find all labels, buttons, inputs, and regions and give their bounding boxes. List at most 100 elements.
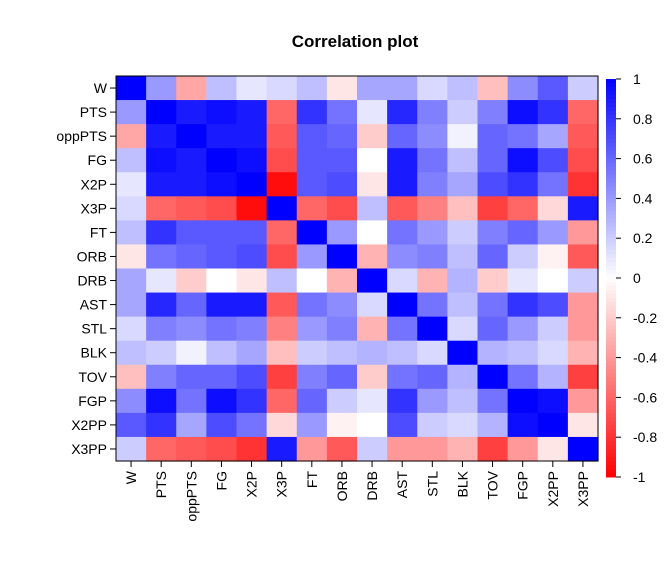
colorbar-segment: [606, 270, 616, 275]
heatmap-cell-FG-BLK: [447, 148, 479, 173]
heatmap-cell-oppPTS-BLK: [447, 124, 479, 149]
heatmap-cell-X3P-STL: [417, 196, 448, 221]
heatmap-cell-FT-X2P: [236, 220, 268, 246]
heatmap-cell-TOV-TOV: [477, 364, 509, 390]
heatmap-cell-BLK-PTS: [146, 340, 177, 366]
heatmap-cell-ORB-FT: [296, 244, 328, 270]
heatmap-cell-X2P-BLK: [447, 172, 479, 197]
colorbar-tick-label: 0.8: [633, 111, 653, 127]
heatmap-cell-FGP-DRB: [357, 388, 388, 414]
heatmap-cell-BLK-W: [116, 340, 147, 366]
heatmap-cell-STL-W: [116, 316, 147, 342]
heatmap-cell-AST-X3P: [266, 292, 298, 318]
heatmap-cell-W-ORB: [326, 76, 358, 101]
heatmap-cell-X2PP-X3PP: [567, 412, 599, 438]
heatmap-cell-DRB-oppPTS: [176, 268, 207, 294]
y-axis: W PTS oppPTS FG X2P X3P FT ORB DRB AST STL BLK TOV FG…: [56, 80, 116, 457]
heatmap-cell-W-FGP: [507, 76, 539, 101]
heatmap-cell-FGP-X3PP: [567, 388, 599, 414]
heatmap-cell-FT-BLK: [447, 220, 479, 246]
heatmap-cell-X2P-X2P: [236, 172, 268, 197]
colorbar-segment: [606, 114, 616, 120]
heatmap-cell-ORB-W: [116, 244, 147, 270]
y-tick-label: X3PP: [71, 441, 107, 457]
colorbar-segment: [606, 154, 616, 160]
heatmap-cell-BLK-STL: [417, 340, 448, 366]
heatmap-cell-FT-W: [116, 220, 147, 246]
heatmap-cell-BLK-ORB: [326, 340, 358, 366]
colorbar-segment: [606, 218, 616, 223]
heatmap-cell-DRB-PTS: [146, 268, 177, 294]
heatmap-cell-X3P-X2P: [236, 196, 268, 221]
heatmap-cell-DRB-DRB: [357, 268, 388, 294]
heatmap-cell-W-X3PP: [567, 76, 599, 101]
heatmap-cell-X2PP-FT: [296, 412, 328, 438]
x-tick-label: X2P: [244, 471, 260, 497]
y-tick-label: PTS: [80, 104, 107, 120]
heatmap-cell-PTS-ORB: [326, 100, 358, 125]
heatmap-cell-ORB-X2PP: [537, 244, 569, 270]
heatmap-cell-X2PP-PTS: [146, 412, 177, 438]
heatmap-cell-PTS-STL: [417, 100, 448, 125]
colorbar-segment: [606, 234, 616, 239]
heatmap-cell-PTS-FT: [296, 100, 328, 125]
heatmap-cell-STL-X2P: [236, 316, 268, 342]
heatmap-cell-FG-FT: [296, 148, 328, 173]
heatmap-cell-X3PP-AST: [387, 436, 418, 462]
colorbar-segment: [606, 473, 616, 478]
heatmap-cell-ORB-DRB: [357, 244, 388, 270]
heatmap-cell-X3PP-FGP: [507, 436, 539, 462]
heatmap-cell-TOV-BLK: [447, 364, 479, 390]
x-tick-label: X2PP: [545, 471, 561, 507]
colorbar-segment: [606, 333, 616, 339]
heatmap-cell-FT-PTS: [146, 220, 177, 246]
heatmap-cell-PTS-X2P: [236, 100, 268, 125]
heatmap-cell-AST-FT: [296, 292, 328, 318]
colorbar-segment: [606, 281, 616, 287]
heatmap-cell-STL-ORB: [326, 316, 358, 342]
colorbar-segment: [606, 262, 616, 267]
heatmap-cell-oppPTS-STL: [417, 124, 448, 149]
heatmap-cell-FG-TOV: [477, 148, 509, 173]
x-tick-label: TOV: [485, 470, 501, 499]
x-tick-label: W: [123, 470, 139, 484]
heatmap-cell-FG-PTS: [146, 148, 177, 173]
colorbar-segment: [606, 94, 616, 100]
heatmap-cell-PTS-AST: [387, 100, 418, 125]
heatmap-cell-W-W: [116, 76, 147, 101]
heatmap-cell-AST-X2P: [236, 292, 268, 318]
heatmap-cell-BLK-X2P: [236, 340, 268, 366]
chart-title: Correlation plot: [292, 32, 419, 51]
heatmap-cell-FGP-BLK: [447, 388, 479, 414]
heatmap-cell-X3PP-ORB: [326, 436, 358, 462]
colorbar-segment: [606, 146, 616, 152]
colorbar-segment: [606, 377, 616, 382]
colorbar-segment: [606, 293, 616, 299]
colorbar-segment: [606, 381, 616, 386]
colorbar-segment: [606, 214, 616, 219]
colorbar-segment: [606, 202, 616, 207]
colorbar-segment: [606, 174, 616, 179]
heatmap-cell-AST-STL: [417, 292, 448, 318]
heatmap-cell-FGP-FT: [296, 388, 328, 414]
heatmap-cell-X2PP-W: [116, 412, 147, 438]
x-tick-label: PTS: [153, 471, 169, 498]
colorbar-segment: [606, 345, 616, 351]
heatmap-cell-oppPTS-PTS: [146, 124, 177, 149]
colorbar-segment: [606, 142, 616, 148]
heatmap-cell-FGP-STL: [417, 388, 448, 414]
colorbar-tick-label: -1: [633, 469, 646, 485]
heatmap-cell-W-DRB: [357, 76, 388, 101]
colorbar-segment: [606, 365, 616, 371]
colorbar-tick-label: 0: [633, 270, 641, 286]
heatmap-cell-FGP-X2PP: [537, 388, 569, 414]
heatmap-cell-W-X2PP: [537, 76, 569, 101]
colorbar-segment: [606, 341, 616, 347]
heatmap-cell-oppPTS-oppPTS: [176, 124, 207, 149]
colorbar-tick-label: 0.6: [633, 151, 653, 167]
colorbar-segment: [606, 289, 616, 295]
colorbar-segment: [606, 186, 616, 191]
heatmap-cell-X2P-FG: [206, 172, 238, 197]
heatmap-cell-DRB-TOV: [477, 268, 509, 294]
colorbar-segment: [606, 297, 616, 303]
